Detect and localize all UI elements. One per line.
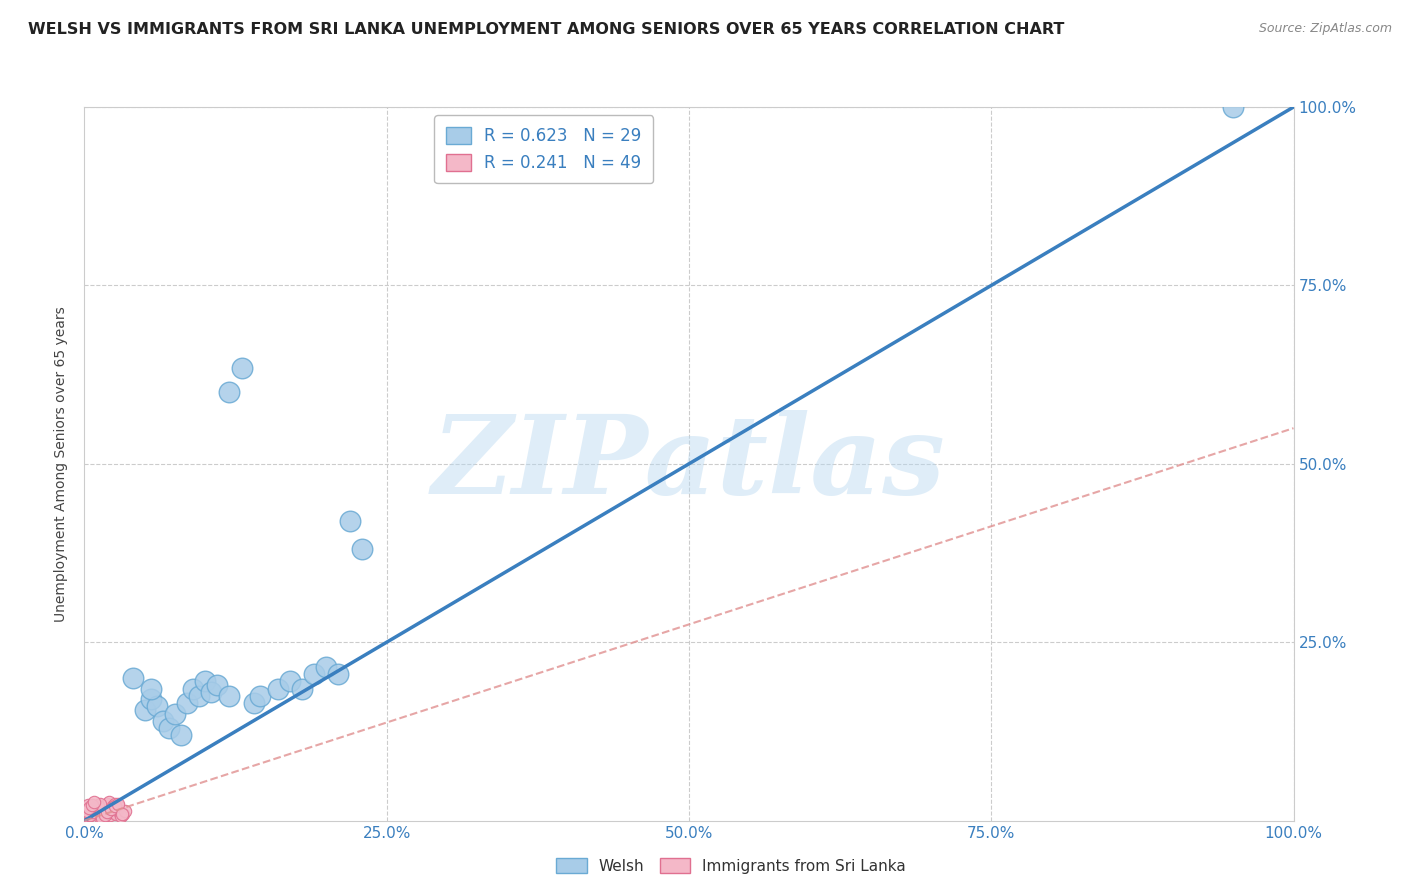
Text: WELSH VS IMMIGRANTS FROM SRI LANKA UNEMPLOYMENT AMONG SENIORS OVER 65 YEARS CORR: WELSH VS IMMIGRANTS FROM SRI LANKA UNEMP… <box>28 22 1064 37</box>
Point <box>157 721 180 735</box>
Point <box>86 799 108 814</box>
Point <box>165 706 187 721</box>
Point <box>84 802 107 816</box>
Point <box>104 799 127 814</box>
Point <box>96 805 118 819</box>
Point <box>114 804 136 818</box>
Point <box>94 808 117 822</box>
Point <box>94 799 117 814</box>
Point <box>90 808 112 822</box>
Legend: Welsh, Immigrants from Sri Lanka: Welsh, Immigrants from Sri Lanka <box>550 852 912 880</box>
Point <box>176 696 198 710</box>
Point <box>100 802 122 816</box>
Point <box>188 689 211 703</box>
Point <box>111 806 134 821</box>
Point <box>80 797 103 812</box>
Point <box>200 685 222 699</box>
Point <box>207 678 229 692</box>
Point <box>104 806 127 821</box>
Point <box>79 808 101 822</box>
Point <box>89 810 111 824</box>
Point <box>352 542 374 557</box>
Point <box>146 699 169 714</box>
Point <box>218 385 240 400</box>
Point <box>181 681 204 696</box>
Point <box>97 795 120 809</box>
Point <box>79 806 101 821</box>
Point <box>112 806 135 821</box>
Point <box>170 728 193 742</box>
Point <box>93 804 115 818</box>
Point <box>121 671 143 685</box>
Point <box>139 681 162 696</box>
Text: ZIPatlas: ZIPatlas <box>432 410 946 517</box>
Point <box>107 797 129 811</box>
Point <box>96 797 118 812</box>
Point <box>194 674 217 689</box>
Point <box>103 799 125 814</box>
Point <box>328 667 350 681</box>
Point <box>86 799 108 814</box>
Point <box>77 808 100 822</box>
Point <box>267 681 290 696</box>
Point <box>110 809 132 823</box>
Point <box>1222 100 1244 114</box>
Point <box>152 714 174 728</box>
Point <box>83 802 105 816</box>
Point <box>75 812 97 826</box>
Point <box>134 703 156 717</box>
Point <box>82 805 104 819</box>
Point <box>87 797 110 812</box>
Point <box>302 667 325 681</box>
Point <box>76 804 98 818</box>
Y-axis label: Unemployment Among Seniors over 65 years: Unemployment Among Seniors over 65 years <box>55 306 69 622</box>
Point <box>231 360 253 375</box>
Point <box>291 681 314 696</box>
Point <box>315 660 337 674</box>
Point <box>91 811 114 825</box>
Point <box>75 801 97 815</box>
Point <box>84 803 107 817</box>
Point <box>80 805 103 819</box>
Point <box>77 801 100 815</box>
Point <box>101 802 124 816</box>
Legend: R = 0.623   N = 29, R = 0.241   N = 49: R = 0.623 N = 29, R = 0.241 N = 49 <box>434 115 654 184</box>
Point <box>339 514 361 528</box>
Point <box>86 801 108 815</box>
Point <box>77 797 100 812</box>
Point <box>104 797 127 811</box>
Point <box>77 809 100 823</box>
Point <box>139 692 162 706</box>
Point <box>242 696 264 710</box>
Point <box>100 805 122 819</box>
Point <box>89 797 111 811</box>
Point <box>83 795 105 809</box>
Point <box>76 811 98 825</box>
Point <box>91 805 114 820</box>
Text: Source: ZipAtlas.com: Source: ZipAtlas.com <box>1258 22 1392 36</box>
Point <box>249 689 271 703</box>
Point <box>107 799 129 814</box>
Point <box>218 689 240 703</box>
Point <box>105 803 128 817</box>
Point <box>98 808 121 822</box>
Point <box>94 801 117 815</box>
Point <box>278 674 301 689</box>
Point <box>82 804 104 818</box>
